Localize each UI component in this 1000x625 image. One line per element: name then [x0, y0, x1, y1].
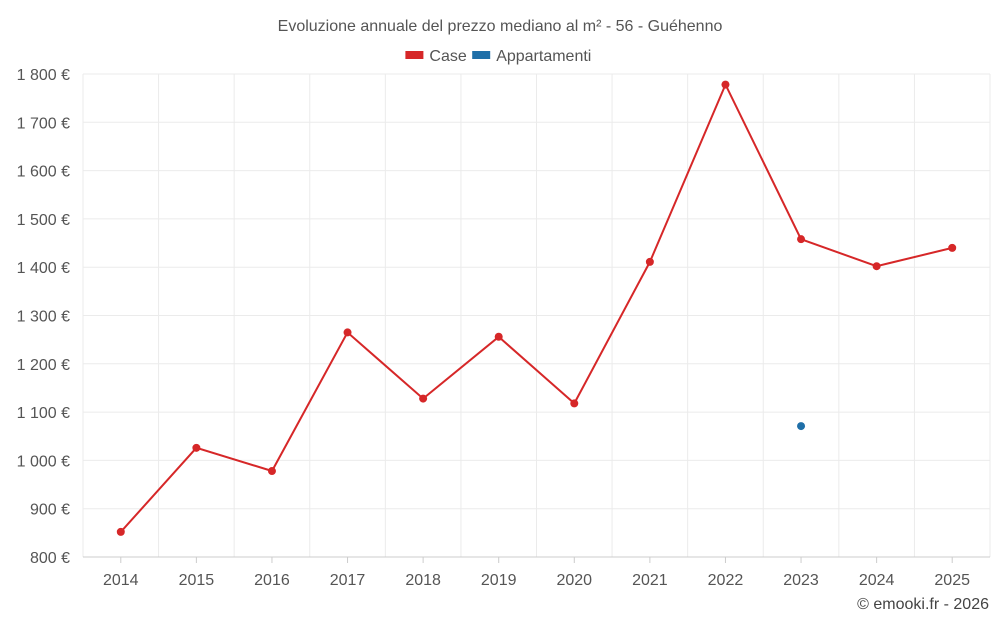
y-tick-label: 1 200 €	[17, 357, 70, 374]
data-point[interactable]	[267, 467, 276, 476]
legend: Case Appartamenti	[405, 48, 591, 65]
y-tick-label: 1 000 €	[17, 453, 70, 470]
y-tick-label: 1 300 €	[17, 309, 70, 326]
data-point[interactable]	[721, 80, 730, 89]
grid	[82, 73, 991, 557]
chart-title: Evoluzione annuale del prezzo mediano al…	[278, 18, 723, 35]
credit-text: © emooki.fr - 2026	[857, 596, 989, 613]
data-point[interactable]	[570, 399, 579, 408]
data-point[interactable]	[797, 422, 806, 431]
data-point[interactable]	[116, 527, 125, 536]
data-point[interactable]	[494, 332, 503, 341]
y-tick-label: 800 €	[30, 550, 70, 567]
x-tick-label: 2016	[254, 572, 290, 589]
data-point[interactable]	[645, 257, 654, 266]
data-point[interactable]	[872, 262, 881, 271]
series-line-0	[120, 82, 953, 533]
x-tick-label: 2021	[632, 572, 668, 589]
y-tick-label: 1 800 €	[17, 67, 70, 84]
data-point[interactable]	[192, 443, 201, 452]
y-tick-label: 1 100 €	[17, 405, 70, 422]
x-tick-label: 2023	[783, 572, 819, 589]
data-point[interactable]	[948, 243, 957, 252]
y-tick-label: 1 600 €	[17, 164, 70, 181]
axes: 800 € 900 € 1 000 € 1 100 € 1 200 € 1 300 € 1 …	[17, 67, 990, 589]
legend-label[interactable]: Case	[429, 48, 466, 65]
x-tick-label: 2015	[179, 572, 215, 589]
data-point[interactable]	[797, 235, 806, 244]
y-tick-label: 1 500 €	[17, 212, 70, 229]
legend-swatch	[472, 51, 491, 59]
x-tick-label: 2022	[708, 572, 744, 589]
y-tick-label: 1 400 €	[17, 260, 70, 277]
x-tick-label: 2019	[481, 572, 517, 589]
y-tick-label: 1 700 €	[17, 115, 70, 132]
x-tick-label: 2014	[103, 572, 139, 589]
series	[116, 80, 957, 536]
x-tick-label: 2024	[859, 572, 895, 589]
legend-swatch	[405, 51, 424, 59]
data-point[interactable]	[343, 328, 352, 337]
y-tick-label: 900 €	[30, 502, 70, 519]
x-tick-label: 2018	[405, 572, 441, 589]
x-tick-label: 2017	[330, 572, 366, 589]
x-tick-label: 2020	[556, 572, 592, 589]
x-tick-label: 2025	[934, 572, 970, 589]
legend-label[interactable]: Appartamenti	[496, 48, 591, 65]
data-point[interactable]	[419, 394, 428, 403]
